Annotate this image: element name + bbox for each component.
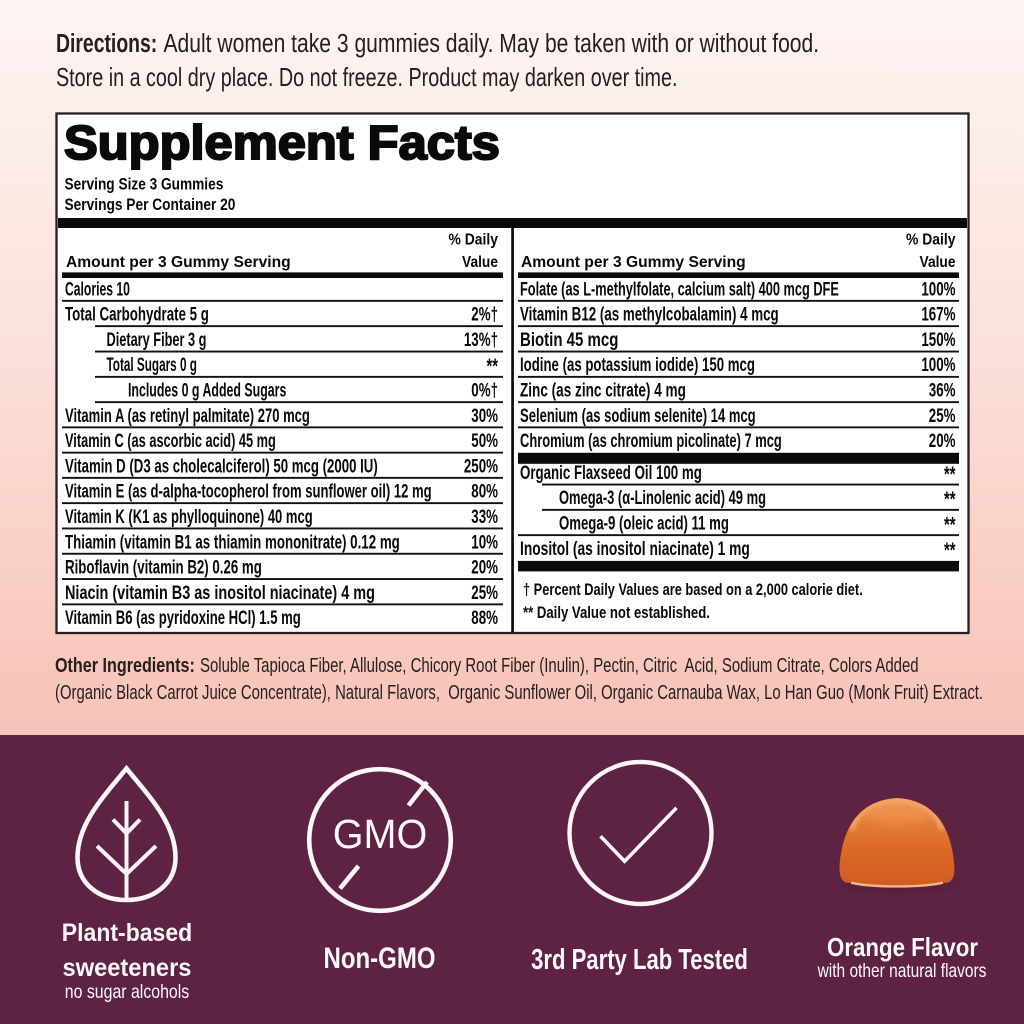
svg-text:Adult women take 3 gummies dai: Adult women take 3 gummies daily. May be… [164, 30, 820, 59]
svg-text:Inositol (as inositol niacinat: Inositol (as inositol niacinate) 1 mg [520, 538, 750, 560]
svg-text:33%: 33% [471, 507, 498, 528]
svg-text:**: ** [944, 538, 956, 561]
svg-text:Amount per 3 Gummy Serving: Amount per 3 Gummy Serving [66, 254, 291, 271]
svg-text:13%†: 13%† [464, 330, 498, 351]
svg-text:Omega-3 (α-Linolenic acid) 49: Omega-3 (α-Linolenic acid) 49 mg [559, 488, 766, 509]
svg-text:Organic Flaxseed Oil 100 mg: Organic Flaxseed Oil 100 mg [520, 463, 702, 484]
svg-text:Non-GMO: Non-GMO [324, 940, 436, 974]
svg-text:Vitamin D (D3 as cholecalcifer: Vitamin D (D3 as cholecalciferol) 50 mcg… [65, 456, 378, 477]
svg-text:Selenium (as sodium selenite): Selenium (as sodium selenite) 14 mcg [520, 405, 756, 426]
svg-text:Plant-based: Plant-based [62, 919, 192, 947]
svg-text:Includes 0 g Added Sugars: Includes 0 g Added Sugars [128, 380, 286, 401]
svg-text:Vitamin A (as retinyl palmitat: Vitamin A (as retinyl palmitate) 270 mcg [65, 405, 310, 426]
svg-text:(Organic Black Carrot Juice Co: (Organic Black Carrot Juice Concentrate)… [55, 681, 983, 704]
svg-text:20%: 20% [929, 431, 956, 452]
svg-text:Biotin 45 mcg: Biotin 45 mcg [520, 329, 618, 350]
svg-text:GMO: GMO [333, 811, 427, 857]
svg-text:50%: 50% [471, 431, 498, 452]
svg-text:20%: 20% [471, 557, 498, 578]
svg-text:% Daily: % Daily [906, 232, 956, 249]
svg-text:** Daily Value not established: ** Daily Value not established. [523, 603, 710, 622]
svg-text:Store in a cool dry place. Do: Store in a cool dry place. Do not freeze… [56, 62, 677, 91]
svg-text:Supplement Facts: Supplement Facts [64, 116, 500, 170]
svg-text:Vitamin B6 (as pyridoxine HCl): Vitamin B6 (as pyridoxine HCl) 1.5 mg [65, 608, 301, 629]
svg-text:Value: Value [462, 254, 498, 271]
svg-text:Total Carbohydrate 5 g: Total Carbohydrate 5 g [65, 304, 209, 325]
svg-text:Niacin (vitamin B3 as inositol: Niacin (vitamin B3 as inositol niacinate… [65, 582, 375, 603]
svg-text:**: ** [944, 462, 956, 485]
svg-text:Chromium (as chromium picolina: Chromium (as chromium picolinate) 7 mcg [520, 431, 782, 452]
svg-text:25%: 25% [471, 583, 498, 604]
svg-text:36%: 36% [929, 380, 956, 401]
svg-text:167%: 167% [921, 304, 955, 325]
svg-text:Amount per 3 Gummy Serving: Amount per 3 Gummy Serving [521, 254, 746, 271]
svg-text:Total Sugars 0 g: Total Sugars 0 g [107, 356, 197, 376]
svg-text:Servings Per Container 20: Servings Per Container 20 [65, 196, 236, 214]
svg-text:Vitamin B12 (as methylcobalami: Vitamin B12 (as methylcobalamin) 4 mcg [520, 304, 779, 325]
svg-text:3rd Party Lab Tested: 3rd Party Lab Tested [531, 944, 748, 975]
svg-text:Dietary Fiber 3 g: Dietary Fiber 3 g [107, 329, 207, 350]
svg-text:Omega-9 (oleic acid) 11 mg: Omega-9 (oleic acid) 11 mg [559, 513, 729, 534]
svg-text:**: ** [487, 355, 499, 378]
svg-text:88%: 88% [471, 608, 498, 629]
svg-text:Soluble Tapioca Fiber, Allulos: Soluble Tapioca Fiber, Allulose, Chicory… [200, 654, 919, 677]
svg-text:Vitamin K (K1 as phylloquinone: Vitamin K (K1 as phylloquinone) 40 mcg [65, 507, 313, 528]
svg-text:Zinc (as zinc citrate) 4 mg: Zinc (as zinc citrate) 4 mg [520, 380, 686, 401]
svg-text:80%: 80% [471, 481, 498, 502]
svg-text:100%: 100% [921, 355, 955, 376]
svg-text:Serving Size 3 Gummies: Serving Size 3 Gummies [65, 175, 224, 194]
svg-text:0%†: 0%† [471, 380, 498, 401]
svg-text:Folate (as L-methylfolate, cal: Folate (as L-methylfolate, calcium salt)… [520, 279, 839, 300]
svg-text:sweeteners: sweeteners [63, 954, 192, 982]
svg-text:Value: Value [920, 254, 956, 271]
svg-text:with other natural flavors: with other natural flavors [817, 959, 987, 981]
svg-text:10%: 10% [471, 532, 498, 553]
svg-text:% Daily: % Daily [449, 232, 499, 249]
svg-text:Riboflavin (vitamin B2) 0.26 m: Riboflavin (vitamin B2) 0.26 mg [65, 557, 262, 578]
svg-text:2%†: 2%† [471, 304, 498, 325]
svg-text:Calories 10: Calories 10 [65, 280, 130, 300]
svg-text:100%: 100% [921, 279, 955, 300]
svg-text:30%: 30% [471, 406, 498, 427]
svg-text:† Percent Daily Values are bas: † Percent Daily Values are based on a 2,… [523, 580, 863, 599]
svg-text:150%: 150% [921, 330, 955, 351]
svg-text:**: ** [944, 488, 956, 511]
svg-text:250%: 250% [464, 456, 498, 477]
svg-text:Vitamin C (as ascorbic acid) 4: Vitamin C (as ascorbic acid) 45 mg [65, 431, 276, 452]
svg-text:Other Ingredients:: Other Ingredients: [55, 654, 195, 676]
svg-text:Directions:: Directions: [56, 28, 157, 57]
svg-text:Orange Flavor: Orange Flavor [827, 934, 978, 963]
svg-text:Iodine (as potassium iodide) 1: Iodine (as potassium iodide) 150 mcg [520, 355, 755, 376]
svg-text:**: ** [944, 513, 956, 536]
svg-text:no sugar alcohols: no sugar alcohols [65, 981, 190, 1003]
svg-text:Vitamin E (as d-alpha-tocopher: Vitamin E (as d-alpha-tocopherol from su… [65, 481, 432, 502]
svg-text:25%: 25% [929, 406, 956, 427]
svg-text:Thiamin (vitamin B1 as thiamin: Thiamin (vitamin B1 as thiamin mononitra… [65, 532, 400, 553]
